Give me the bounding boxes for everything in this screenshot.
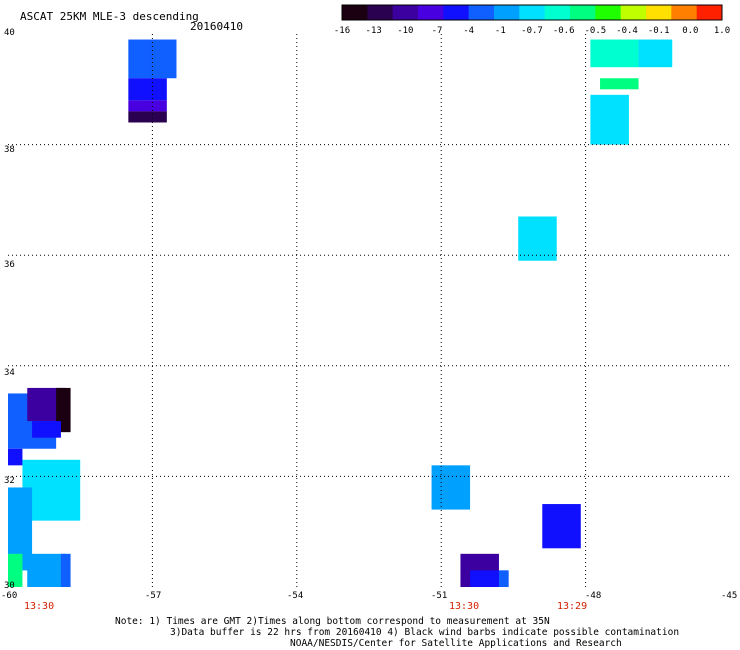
note-line-2: 3)Data buffer is 22 hrs from 20160410 4)… — [170, 627, 680, 638]
colorbar-swatch — [494, 5, 520, 20]
colorbar-swatch — [671, 5, 698, 20]
note-line-1: Note: 1) Times are GMT 2)Times along bot… — [115, 616, 550, 627]
wind-cell — [128, 100, 167, 112]
lat-label-34: 34 — [4, 368, 15, 378]
lon-label-51: -51 — [431, 591, 448, 601]
data-cells — [8, 39, 673, 587]
wind-cell — [518, 216, 557, 261]
colorbar-swatch — [570, 5, 596, 20]
wind-cell — [27, 553, 66, 587]
colorbar-label: -13 — [366, 26, 382, 36]
colorbar-frame — [341, 4, 723, 21]
colorbar-swatch — [519, 5, 546, 20]
wind-cell — [600, 78, 639, 90]
colorbar-swatch — [696, 5, 723, 20]
pass-time-2: 13:30 — [449, 601, 480, 612]
colorbar-label: -16 — [334, 26, 350, 36]
wind-cell — [590, 94, 629, 145]
lat-label-32: 32 — [4, 476, 15, 486]
lat-label-40: 40 — [4, 28, 15, 38]
colorbar-label: -0.1 — [648, 26, 670, 36]
graticule — [8, 34, 730, 587]
wind-cell — [128, 111, 167, 123]
colorbar-label: -10 — [397, 26, 413, 36]
wind-cell — [60, 553, 71, 587]
wind-cell — [590, 39, 639, 68]
pass-time-3: 13:29 — [557, 601, 588, 612]
lon-label-54: -54 — [287, 591, 304, 601]
colorbar-label: -1 — [495, 26, 506, 36]
colorbar-swatch — [646, 5, 672, 20]
lat-label-38: 38 — [4, 145, 15, 155]
wind-cell — [8, 553, 23, 587]
wind-cell — [128, 78, 167, 101]
colorbar-swatch — [367, 5, 394, 20]
colorbar-swatch — [595, 5, 622, 20]
lat-label-30: 30 — [4, 581, 15, 591]
colorbar-label: -0.5 — [584, 26, 606, 36]
note-line-3: NOAA/NESDIS/Center for Satellite Applica… — [290, 638, 622, 649]
colorbar-labels: -16 -13 -10 -7 -4 -1 -0.7 -0.6 -0.5 -0.4 -0.1 0.0 1.… — [334, 26, 730, 36]
colorbar-swatch — [620, 5, 647, 20]
colorbar-label: 1.0 — [714, 26, 730, 36]
colorbar-label: 0.0 — [682, 26, 698, 36]
colorbar-swatch — [544, 5, 571, 20]
wind-cell — [542, 504, 581, 549]
lon-label-45: -45 — [721, 591, 738, 601]
lat-label-36: 36 — [4, 260, 15, 270]
wind-cell — [8, 448, 23, 466]
colorbar-swatch — [342, 5, 368, 20]
lon-label-60: -60 — [1, 591, 18, 601]
wind-cell — [638, 39, 673, 68]
pass-time-1: 13:30 — [24, 601, 55, 612]
colorbar-swatch — [392, 5, 419, 20]
colorbar-label: -0.7 — [521, 26, 543, 36]
lon-label-48: -48 — [585, 591, 602, 601]
colorbar-label: -7 — [432, 26, 443, 36]
wind-cell — [498, 570, 509, 587]
colorbar-swatch — [443, 5, 470, 20]
wind-cell — [32, 421, 61, 438]
colorbar: -16 -13 -10 -7 -4 -1 -0.7 -0.6 -0.5 -0.4 -0.1 0.0 1.… — [334, 4, 730, 36]
wind-cell — [431, 465, 471, 510]
colorbar-swatch — [418, 5, 444, 20]
map-title: ASCAT 25KM MLE-3 descending — [20, 10, 199, 23]
lon-label-57: -57 — [145, 591, 162, 601]
colorbar-label: -0.6 — [553, 26, 575, 36]
colorbar-label: -4 — [463, 26, 474, 36]
colorbar-swatch — [468, 5, 495, 20]
map-plot — [8, 34, 730, 587]
map-date: 20160410 — [190, 20, 243, 33]
colorbar-swatches — [341, 4, 723, 21]
colorbar-label: -0.4 — [616, 26, 638, 36]
